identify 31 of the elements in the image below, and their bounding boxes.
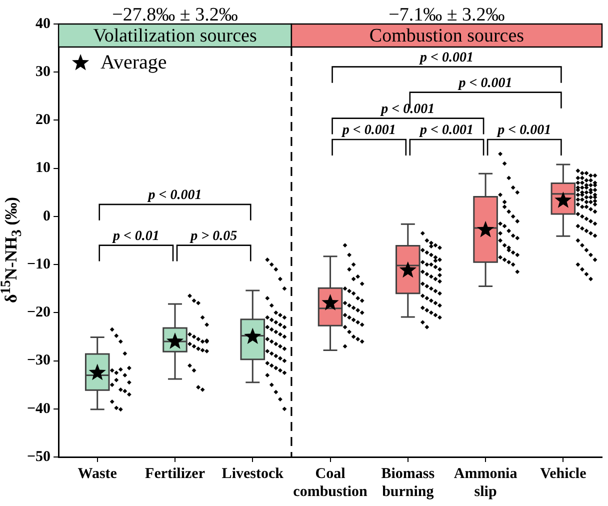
x-tick-label: Ammonia slip [454, 466, 518, 500]
annotation: −27.8‰ ± 3.2‰ [112, 4, 238, 26]
y-tick-label: 0 [43, 208, 51, 224]
y-tick-label: 30 [36, 64, 51, 80]
annotation: p < 0.001 [496, 123, 552, 138]
annotation: p < 0.001 [458, 76, 512, 91]
annotation: p < 0.001 [341, 123, 396, 138]
x-tick-label: Livestock [222, 466, 284, 482]
y-tick-label: −30 [26, 352, 51, 369]
x-tick-label: Fertilizer [145, 466, 206, 482]
y-tick-label: −10 [26, 256, 51, 272]
y-tick-label: −50 [26, 448, 51, 465]
annotation: p < 0.01 [112, 228, 160, 244]
annotation: p < 0.001 [147, 188, 202, 204]
y-tick-label: −20 [26, 304, 51, 321]
band-label: Volatilization sources [93, 25, 257, 46]
x-tick-label: Coal combustion [293, 466, 368, 500]
y-tick-label: −40 [26, 400, 51, 417]
y-tick-label: 20 [36, 112, 51, 128]
x-tick-label: Vehicle [540, 466, 587, 482]
annotation: p > 0.05 [190, 228, 238, 244]
annotation: p < 0.001 [418, 123, 474, 138]
x-tick-label: Biomass burning [381, 466, 435, 500]
y-tick-label: 10 [36, 160, 51, 176]
annotation: −7.1‰ ± 3.2‰ [388, 4, 505, 26]
annotation: p < 0.001 [380, 102, 435, 117]
legend-label: Average [100, 51, 167, 74]
x-tick-label: Waste [78, 466, 118, 482]
annotation: p < 0.001 [418, 50, 474, 66]
y-tick-label: 40 [36, 16, 51, 32]
band-label: Combustion sources [369, 25, 524, 46]
